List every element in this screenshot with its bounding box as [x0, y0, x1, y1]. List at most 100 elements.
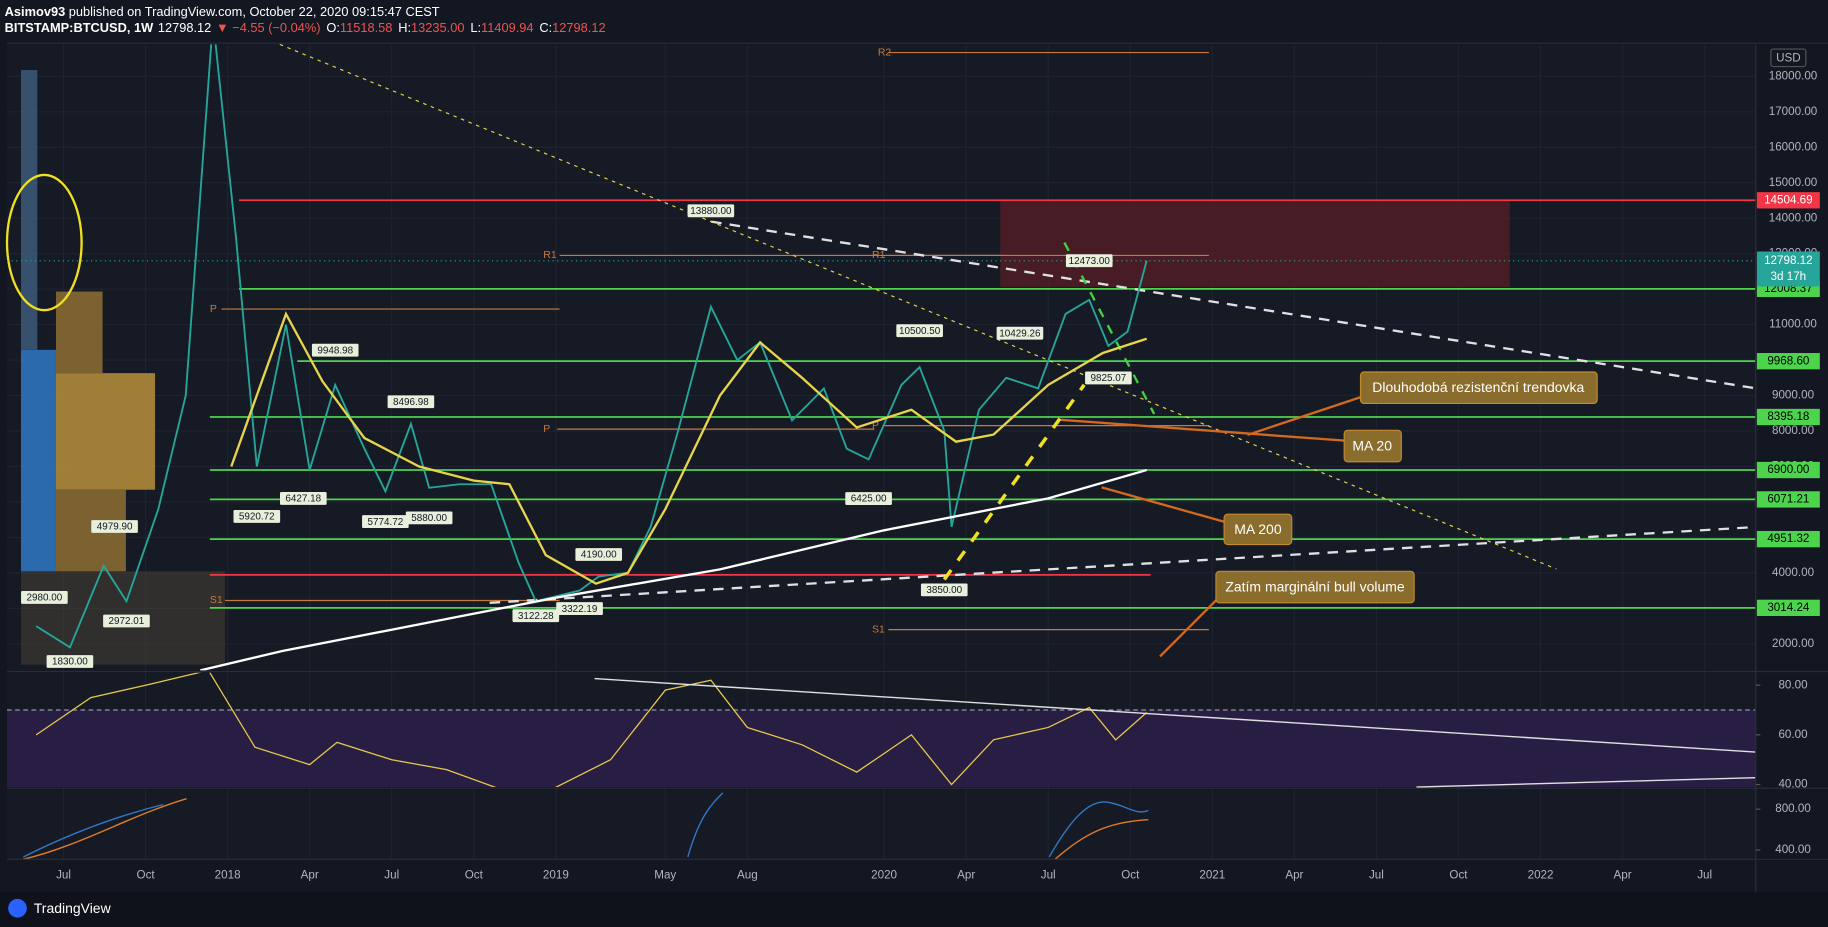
pivot-label: R1	[543, 250, 557, 261]
x-tick-label: Apr	[1285, 869, 1303, 882]
resistance-zone	[1000, 200, 1510, 287]
price-label-box	[311, 343, 359, 357]
rsi-trendline	[594, 677, 1756, 753]
price-series	[35, 44, 1148, 671]
price-label: 2972.01	[109, 616, 145, 627]
price-label-box	[103, 614, 150, 628]
pivot-label: P	[543, 424, 550, 435]
level-tag	[1756, 491, 1820, 508]
price-label: 10429.26	[999, 328, 1041, 339]
price-label: 9825.07	[1090, 373, 1126, 384]
x-tick-label: Jul	[1697, 869, 1712, 882]
level-tag	[1756, 530, 1820, 548]
price-label-box	[279, 492, 327, 505]
moving-average	[200, 468, 1148, 671]
y-tick-label: 11000.00	[1769, 318, 1817, 331]
trendline	[279, 43, 1557, 570]
price-label-box	[21, 590, 68, 604]
annotation-text: MA 200	[1234, 521, 1282, 537]
last-price: 12798.12	[158, 21, 211, 36]
x-tick-label: May	[654, 869, 676, 882]
price-label-box	[687, 204, 735, 218]
price-label: 13880.00	[690, 206, 732, 217]
annotation-pointer	[1159, 596, 1221, 658]
price-label-box	[896, 324, 943, 338]
price-labels: 13880.00 12473.00 10500.50 10429.26 9948.98 8…	[21, 204, 1132, 668]
x-tick-label: Oct	[1121, 869, 1140, 882]
y-tick-label: 4000.00	[1772, 566, 1815, 579]
annotation-text: MA 20	[1352, 437, 1392, 453]
ohlc-value: 12798.12	[552, 21, 605, 36]
x-tick-label: Jul	[1041, 869, 1056, 882]
x-tick-label: Jul	[1369, 869, 1384, 882]
pivot-label: R2	[878, 47, 892, 58]
annotation-box	[1359, 371, 1598, 405]
price-label: 3850.00	[926, 585, 962, 596]
price-label-box	[512, 609, 560, 623]
macd-panel	[6, 789, 1756, 860]
author: Asimov93	[5, 4, 66, 19]
level-tag	[1756, 192, 1820, 209]
current-tag	[1756, 251, 1820, 287]
rsi-tick-label: 60.00	[1778, 728, 1808, 741]
level-tag-label: 6071.21	[1767, 493, 1809, 506]
current-tag-label: 12798.12	[1764, 254, 1813, 267]
price-label-box	[1065, 254, 1113, 268]
price-label: 9948.98	[317, 345, 353, 356]
x-tick-label: Jul	[56, 869, 71, 882]
y-tick-label: 2000.00	[1772, 637, 1815, 650]
price-label: 10500.50	[899, 326, 941, 337]
annotation-pointer	[1101, 486, 1227, 524]
profile-sell	[55, 373, 156, 490]
annotations: Dlouhodobá rezistenční trendovka MA 20 M…	[1060, 371, 1598, 658]
price-label: 4979.90	[97, 522, 133, 533]
level-tag	[1756, 353, 1820, 370]
y-tick-label: 16000.00	[1769, 140, 1818, 153]
published: published on TradingView.com, October 22…	[65, 4, 440, 19]
annotation-pointer	[1060, 418, 1347, 442]
price-label-box	[387, 395, 435, 409]
price-label: 5880.00	[411, 513, 447, 524]
x-tick-label: Oct	[465, 869, 484, 882]
x-tick-label: Apr	[301, 869, 319, 882]
brand-logo	[8, 898, 27, 918]
price-label-box	[575, 548, 623, 561]
level-tag	[1756, 408, 1820, 426]
trendline	[489, 525, 1756, 604]
rsi-line	[35, 672, 1148, 788]
level-tag-label: 14504.69	[1764, 193, 1813, 206]
x-tick-label: Aug	[737, 869, 758, 882]
level-tag	[1756, 599, 1820, 617]
annotation-box	[1215, 570, 1415, 604]
price-label-box	[1085, 371, 1132, 385]
trendline	[710, 220, 1756, 390]
macd-line	[23, 792, 1149, 858]
pivot-lines	[221, 51, 1209, 631]
ohlc-key: C:	[539, 21, 552, 36]
ticker: BITSTAMP:BTCUSD, 1W	[5, 21, 154, 36]
channel-line	[942, 383, 1086, 581]
ticker-line: BITSTAMP:BTCUSD, 1W 12798.12 ▼ −4.55 (−0.0…	[5, 21, 606, 36]
price-label-box	[920, 583, 968, 597]
currency-box	[1770, 48, 1807, 68]
change: ▼ −4.55 (−0.04%)	[216, 21, 321, 36]
y-tick-label: 8000.00	[1772, 424, 1815, 437]
rsi-tick-label: 40.00	[1778, 778, 1808, 791]
pivot-label: R1	[872, 250, 886, 261]
x-tick-label: Apr	[957, 869, 975, 882]
annotation-box	[1343, 429, 1402, 463]
level-tag-label: 9968.60	[1767, 354, 1810, 367]
levels	[6, 199, 1756, 609]
x-tick-label: Oct	[137, 869, 156, 882]
price-label: 5920.72	[239, 512, 275, 523]
price-label-box	[845, 492, 892, 505]
ohlc-value: 11409.94	[481, 21, 534, 36]
separators	[6, 42, 1828, 892]
ohlc-key: L:	[470, 21, 481, 36]
price-line	[35, 44, 1148, 649]
rsi-trendline	[1416, 776, 1756, 788]
price-label-box	[46, 655, 94, 668]
ohlc-value: 11518.58	[340, 21, 392, 36]
published-line: Asimov93 published on TradingView.com, O…	[5, 4, 440, 19]
annotation-text: Dlouhodobá rezistenční trendovka	[1372, 379, 1584, 395]
